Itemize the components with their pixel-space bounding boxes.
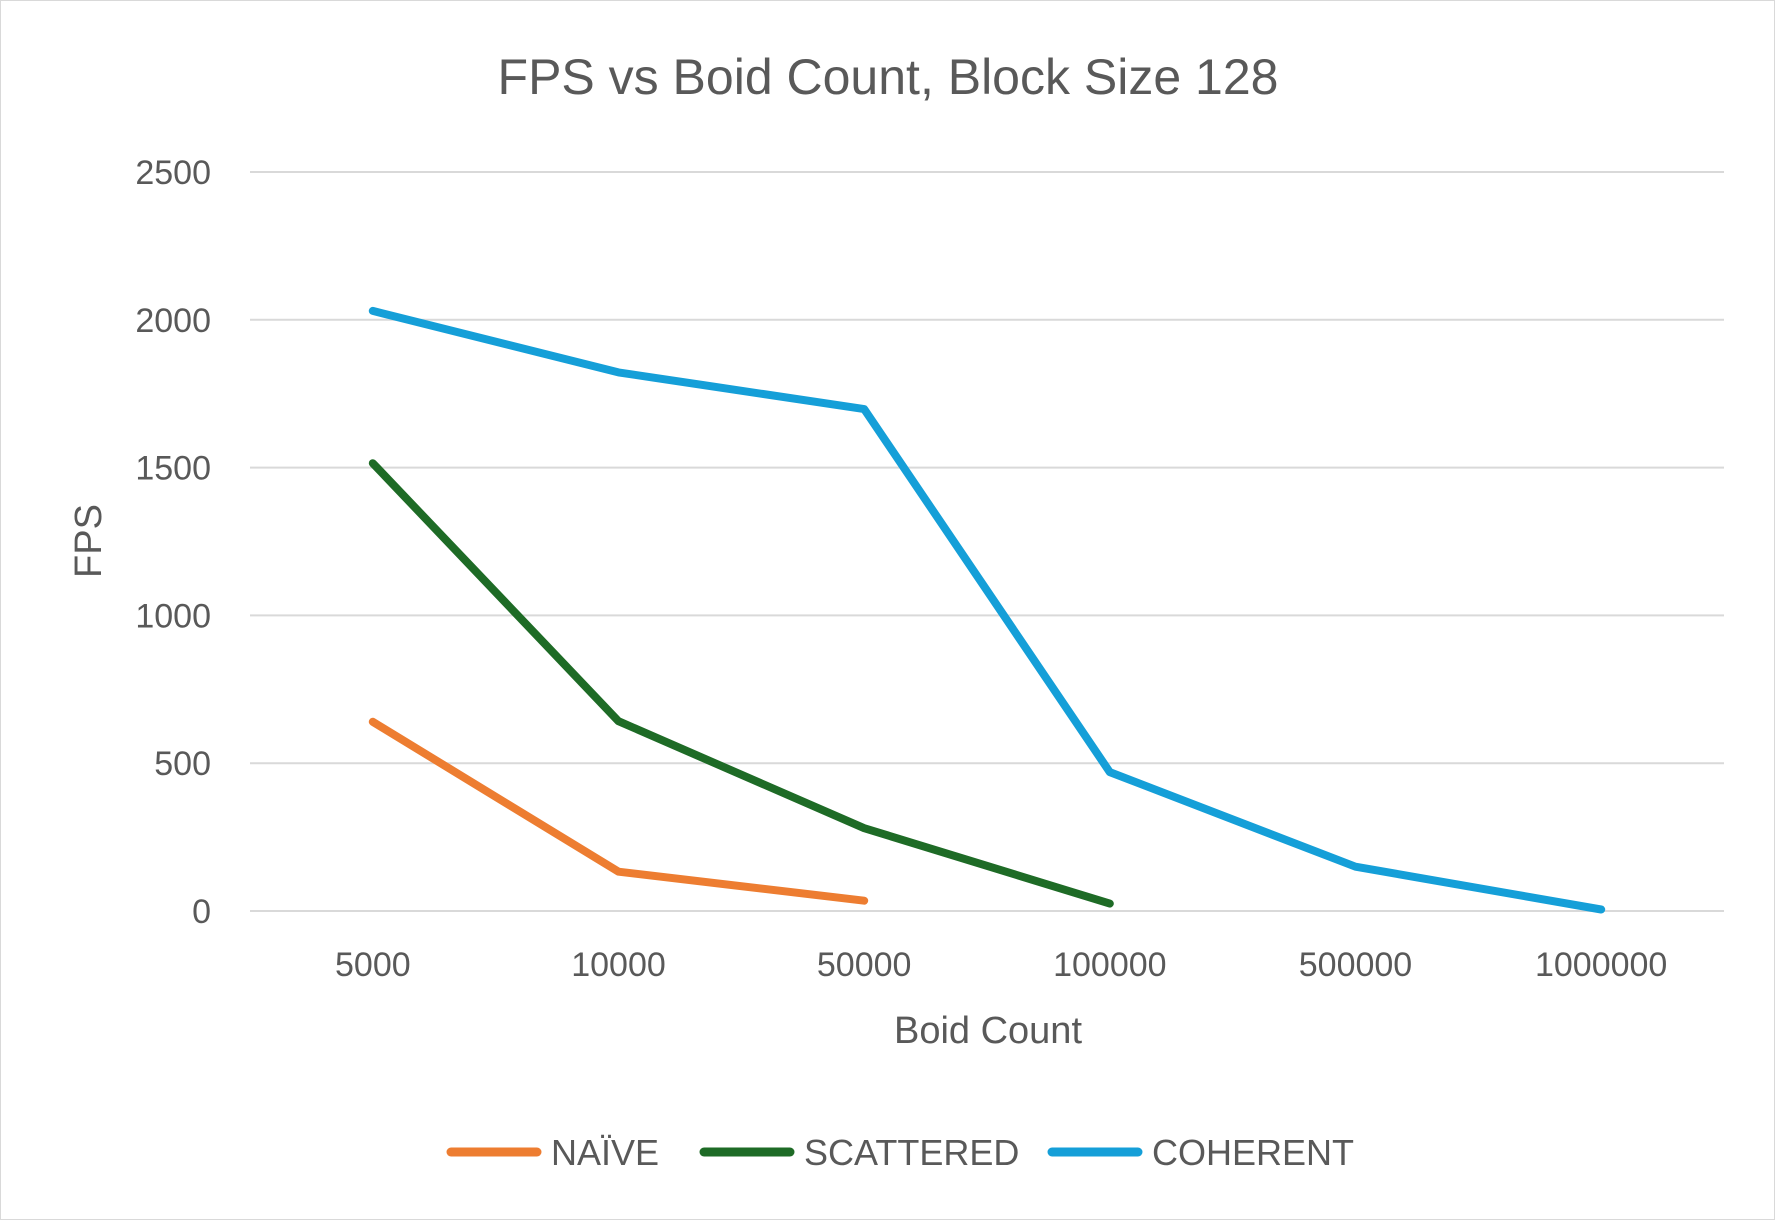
x-tick-label: 1000000: [1535, 946, 1667, 984]
y-tick-label: 500: [154, 745, 211, 783]
y-axis-title: FPS: [68, 504, 110, 578]
chart-title: FPS vs Boid Count, Block Size 128: [498, 49, 1279, 105]
y-tick-label: 2000: [135, 302, 211, 340]
series-lines: [368, 306, 1606, 914]
x-axis-title: Boid Count: [894, 1010, 1082, 1052]
x-axis-ticks: 5000 10000 50000 100000 500000 1000000: [335, 946, 1667, 984]
legend-label: SCATTERED: [804, 1132, 1019, 1173]
x-tick-label: 100000: [1053, 946, 1166, 984]
legend: NAÏVE SCATTERED COHERENT: [446, 1132, 1354, 1173]
series-line-coherent: [368, 306, 1606, 914]
x-tick-label: 500000: [1299, 946, 1412, 984]
y-tick-label: 1500: [135, 450, 211, 488]
series-line-scattered: [368, 459, 1114, 908]
y-tick-label: 2500: [135, 154, 211, 192]
x-tick-label: 50000: [817, 946, 912, 984]
x-tick-label: 10000: [571, 946, 666, 984]
y-tick-label: 0: [192, 893, 211, 931]
x-tick-label: 5000: [335, 946, 411, 984]
y-tick-label: 1000: [135, 597, 211, 635]
legend-label: COHERENT: [1152, 1132, 1354, 1173]
gridlines: [250, 171, 1724, 912]
y-axis-ticks: 0 500 1000 1500 2000 2500: [135, 154, 211, 931]
series-line-na-ve: [368, 717, 869, 905]
legend-label: NAÏVE: [551, 1132, 659, 1173]
